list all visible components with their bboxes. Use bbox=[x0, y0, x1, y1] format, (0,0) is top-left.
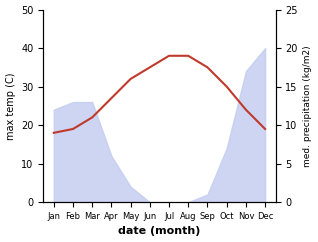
Y-axis label: max temp (C): max temp (C) bbox=[5, 72, 16, 140]
Y-axis label: med. precipitation (kg/m2): med. precipitation (kg/m2) bbox=[303, 45, 313, 167]
X-axis label: date (month): date (month) bbox=[118, 227, 201, 236]
